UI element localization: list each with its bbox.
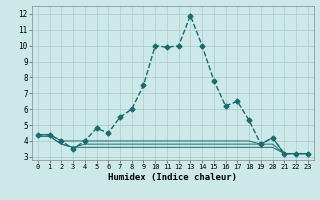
X-axis label: Humidex (Indice chaleur): Humidex (Indice chaleur) [108, 173, 237, 182]
